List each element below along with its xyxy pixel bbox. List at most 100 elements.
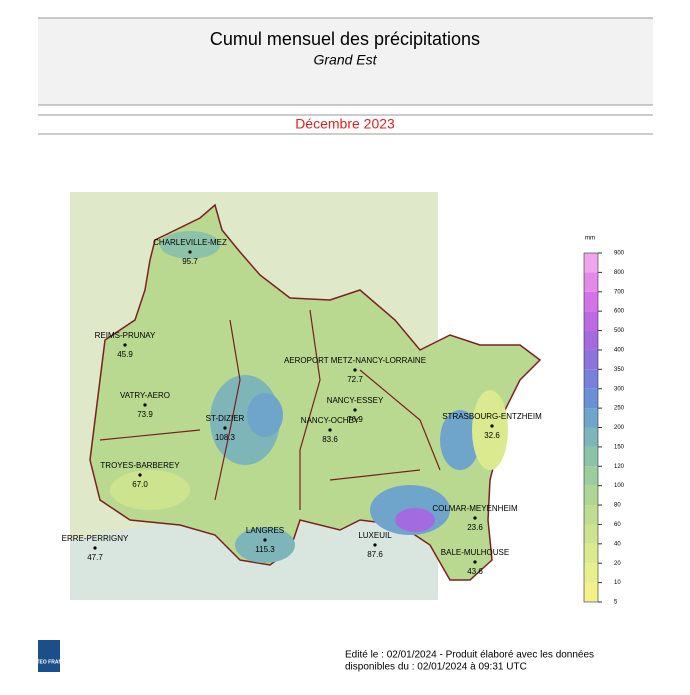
tick-label: 700 bbox=[614, 289, 625, 295]
logo-text: METEO FRANCE bbox=[29, 659, 70, 665]
color-step bbox=[584, 543, 598, 564]
station-name: ERRE-PERRIGNY bbox=[62, 534, 129, 543]
station-dot bbox=[263, 538, 267, 542]
station-value: 43.6 bbox=[467, 567, 483, 576]
color-step bbox=[584, 427, 598, 447]
station-name: LANGRES bbox=[246, 526, 284, 535]
color-step bbox=[584, 582, 598, 602]
color-step bbox=[584, 272, 598, 292]
rain-zone bbox=[160, 231, 220, 259]
station-dot bbox=[353, 408, 357, 412]
station-name: COLMAR-MEYENHEIM bbox=[432, 504, 518, 513]
station-value: 47.7 bbox=[87, 553, 103, 562]
station-name: LUXEUIL bbox=[358, 531, 392, 540]
tick-label: 60 bbox=[614, 522, 621, 528]
color-step bbox=[584, 330, 598, 350]
tick-label: 900 bbox=[614, 251, 625, 257]
tick-label: 120 bbox=[614, 464, 625, 470]
color-step bbox=[584, 311, 598, 331]
color-step bbox=[584, 388, 598, 409]
station-name: REIMS-PRUNAY bbox=[95, 331, 156, 340]
tick-label: 40 bbox=[614, 541, 621, 547]
legend-unit: mm bbox=[585, 236, 595, 242]
color-step bbox=[584, 505, 598, 525]
station-name: STRASBOURG-ENTZHEIM bbox=[442, 412, 542, 421]
dry-zone bbox=[472, 390, 508, 470]
rain-zone bbox=[440, 410, 480, 470]
region bbox=[89, 203, 542, 581]
footer-line: disponibles du : 02/01/2024 à 09:31 UTC bbox=[345, 662, 527, 673]
color-step bbox=[584, 466, 598, 486]
color-step bbox=[584, 253, 598, 273]
color-step bbox=[584, 291, 598, 312]
tick-label: 80 bbox=[614, 503, 621, 509]
period: Décembre 2023 bbox=[295, 116, 395, 132]
station-value: 72.7 bbox=[347, 375, 363, 384]
station-dot bbox=[188, 250, 192, 254]
tick-label: 5 bbox=[614, 600, 618, 606]
tick-label: 100 bbox=[614, 483, 625, 489]
station-value: 95.7 bbox=[182, 257, 198, 266]
station-dot bbox=[93, 546, 97, 550]
station-value: 76.9 bbox=[347, 415, 363, 424]
header-box bbox=[38, 18, 653, 105]
station-name: NANCY-OCHEY bbox=[301, 416, 360, 425]
station-dot bbox=[143, 403, 147, 407]
tick-label: 150 bbox=[614, 444, 625, 450]
station-value: 45.9 bbox=[117, 350, 133, 359]
color-step bbox=[584, 369, 598, 389]
station-dot bbox=[328, 428, 332, 432]
department-border bbox=[99, 309, 441, 510]
tick-label: 600 bbox=[614, 309, 625, 315]
rain-zone bbox=[235, 527, 295, 563]
station-dot bbox=[490, 424, 494, 428]
station-dot bbox=[123, 343, 127, 347]
dry-zone bbox=[110, 470, 190, 510]
station-value: 32.6 bbox=[484, 431, 500, 440]
footer-line: Edité le : 02/01/2024 - Produit élaboré … bbox=[345, 650, 594, 661]
subtitle: Grand Est bbox=[313, 52, 377, 68]
station-name: ST-DIZIER bbox=[206, 414, 245, 423]
color-step bbox=[584, 408, 598, 428]
station-value: 73.9 bbox=[137, 410, 153, 419]
station-dot bbox=[373, 543, 377, 547]
station-name: BALE-MULHOUSE bbox=[441, 548, 509, 557]
station-name: CHARLEVILLE-MEZ bbox=[153, 238, 227, 247]
rain-zone bbox=[395, 508, 435, 532]
station-name: NANCY-ESSEY bbox=[327, 396, 384, 405]
station-dot bbox=[223, 426, 227, 430]
title: Cumul mensuel des précipitations bbox=[210, 29, 480, 49]
station-dot bbox=[473, 560, 477, 564]
color-step bbox=[584, 485, 598, 506]
tick-label: 250 bbox=[614, 406, 625, 412]
station-value: 108.3 bbox=[215, 433, 236, 442]
tick-label: 20 bbox=[614, 561, 621, 567]
station-dot bbox=[473, 516, 477, 520]
tick-label: 300 bbox=[614, 386, 625, 392]
station-value: 67.0 bbox=[132, 480, 148, 489]
station-value: 115.3 bbox=[255, 545, 275, 554]
color-step bbox=[584, 349, 598, 370]
tick-label: 800 bbox=[614, 270, 625, 276]
tick-label: 500 bbox=[614, 328, 625, 334]
station-value: 23.6 bbox=[467, 523, 483, 532]
colorbar: 5 10 20 40 60 80 100 120 150 200 250 300 350 400 500 60… bbox=[583, 251, 625, 606]
station-name: TROYES-BARBEREY bbox=[100, 461, 180, 470]
station-name: VATRY-AERO bbox=[120, 391, 170, 400]
map bbox=[70, 192, 542, 600]
tick-label: 400 bbox=[614, 348, 625, 354]
station-value: 83.6 bbox=[322, 435, 338, 444]
station-dot bbox=[138, 473, 142, 477]
station-name: AEROPORT METZ-NANCY-LORRAINE bbox=[284, 356, 426, 365]
color-step bbox=[584, 446, 598, 467]
rain-zone bbox=[247, 393, 283, 437]
color-step bbox=[584, 524, 598, 544]
station-value: 87.6 bbox=[367, 550, 383, 559]
stations: CHARLEVILLE-MEZ 95.7 REIMS-PRUNAY 45.9 AEROP… bbox=[62, 238, 542, 576]
tick-label: 350 bbox=[614, 367, 625, 373]
tick-label: 200 bbox=[614, 425, 625, 431]
tick-label: 10 bbox=[614, 580, 621, 586]
color-step bbox=[584, 563, 598, 583]
logo bbox=[38, 640, 60, 672]
